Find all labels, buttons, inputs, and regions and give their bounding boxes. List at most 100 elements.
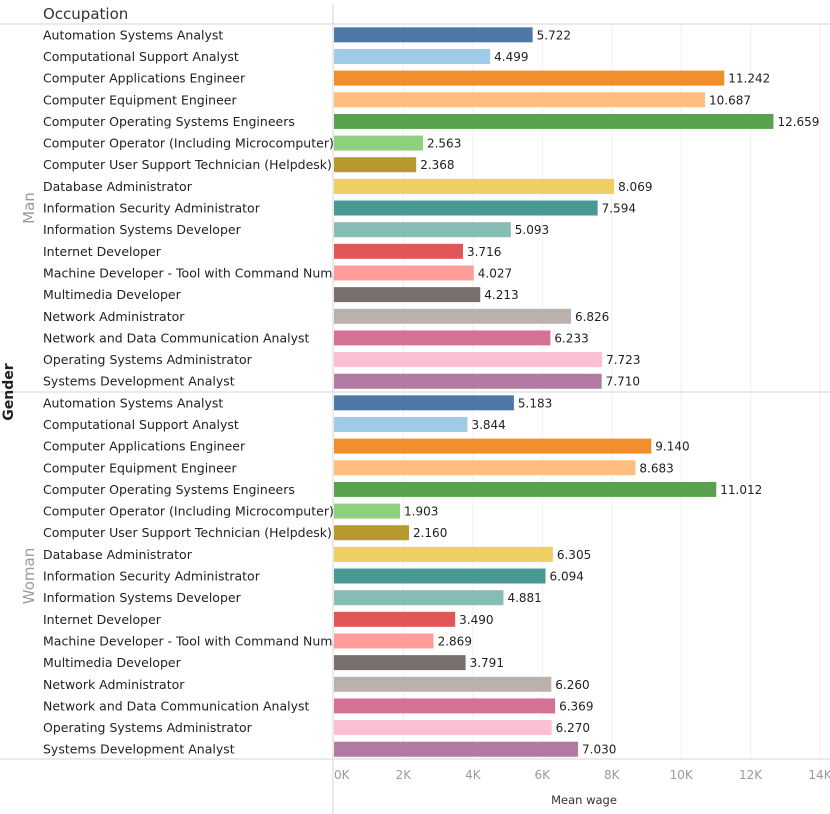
bar	[334, 308, 571, 324]
value-label: 12.659	[777, 115, 819, 129]
category-label: Database Administrator	[43, 547, 193, 562]
bar	[334, 330, 551, 346]
bar	[334, 48, 491, 64]
value-label: 2.368	[420, 158, 454, 172]
row-header: Occupation	[43, 5, 128, 23]
value-label: 3.490	[459, 613, 493, 627]
value-label: 3.791	[470, 656, 504, 670]
x-tick-label: 8K	[604, 768, 621, 782]
x-tick-label: 4K	[465, 768, 482, 782]
category-label: Internet Developer	[43, 244, 162, 259]
category-label: Computer Equipment Engineer	[43, 460, 237, 475]
bar	[334, 676, 552, 692]
value-label: 7.594	[602, 202, 636, 216]
x-tick-label: 2K	[396, 768, 413, 782]
x-axis: 0K 2K 4K 6K 8K 10K 12K 14K	[334, 768, 830, 782]
bars	[334, 27, 774, 757]
value-label: 6.260	[555, 678, 589, 692]
bar	[334, 200, 598, 216]
bar	[334, 655, 466, 671]
category-label: Operating Systems Administrator	[43, 352, 253, 367]
category-label: Network Administrator	[43, 309, 185, 324]
category-label: Computer User Support Technician (Helpde…	[43, 157, 332, 172]
value-label: 3.716	[467, 245, 501, 259]
category-label: Network and Data Communication Analyst	[43, 330, 309, 345]
value-label: 2.869	[438, 634, 472, 648]
category-label: Computational Support Analyst	[43, 417, 239, 432]
bar	[334, 265, 474, 281]
bar	[334, 525, 409, 541]
bar	[334, 503, 401, 519]
bar	[334, 113, 774, 129]
bar	[334, 633, 434, 649]
bar	[334, 352, 603, 368]
x-tick-label: 12K	[739, 768, 763, 782]
bar	[334, 178, 615, 194]
value-label: 5.722	[537, 28, 571, 42]
category-label: Computer Equipment Engineer	[43, 92, 237, 107]
category-label: Operating Systems Administrator	[43, 720, 253, 735]
category-label: Systems Development Analyst	[43, 742, 235, 757]
group-label: Man	[20, 192, 38, 224]
category-label: Database Administrator	[43, 179, 193, 194]
category-label: Automation Systems Analyst	[43, 27, 223, 42]
category-label: Automation Systems Analyst	[43, 395, 223, 410]
bar	[334, 27, 533, 43]
bar	[334, 720, 552, 736]
value-label: 5.183	[518, 396, 552, 410]
category-label: Machine Developer - Tool with Command Nu…	[43, 633, 336, 648]
value-label: 6.094	[550, 570, 584, 584]
bar	[334, 438, 652, 454]
bar	[334, 741, 579, 757]
category-label: Information Systems Developer	[43, 590, 242, 605]
value-label: 11.242	[728, 72, 770, 86]
bar	[334, 395, 514, 411]
category-label: Multimedia Developer	[43, 655, 182, 670]
value-label: 7.030	[582, 743, 616, 757]
category-label: Computer Applications Engineer	[43, 71, 246, 86]
bar	[334, 243, 463, 259]
bar	[334, 460, 636, 476]
category-label: Network Administrator	[43, 677, 185, 692]
x-tick-label: 0K	[334, 768, 351, 782]
bar	[334, 287, 481, 303]
category-label: Computational Support Analyst	[43, 49, 239, 64]
category-label: Information Security Administrator	[43, 569, 261, 584]
bar	[334, 481, 717, 497]
gender-header: Gender	[1, 363, 17, 420]
bar	[334, 222, 511, 238]
category-label: Internet Developer	[43, 612, 162, 627]
category-label: Machine Developer - Tool with Command Nu…	[43, 265, 336, 280]
category-label: Network and Data Communication Analyst	[43, 698, 309, 713]
bar	[334, 416, 468, 432]
value-label: 6.305	[557, 548, 591, 562]
category-label: Multimedia Developer	[43, 287, 182, 302]
bar	[334, 373, 602, 389]
value-label: 5.093	[515, 223, 549, 237]
x-tick-label: 10K	[670, 768, 694, 782]
value-label: 8.069	[618, 180, 652, 194]
value-labels: 5.722 4.499 11.242 10.687 12.659 2.563 2.368 8.…	[404, 28, 819, 756]
value-label: 1.903	[404, 505, 438, 519]
value-label: 3.844	[471, 418, 505, 432]
bar	[334, 698, 556, 714]
value-label: 4.881	[507, 591, 541, 605]
bar	[334, 135, 423, 151]
value-label: 8.683	[639, 461, 673, 475]
x-tick-label: 6K	[535, 768, 552, 782]
value-label: 7.723	[606, 353, 640, 367]
category-label: Information Systems Developer	[43, 222, 242, 237]
value-label: 2.563	[427, 137, 461, 151]
bar	[334, 70, 725, 86]
bar	[334, 590, 504, 606]
category-label: Information Security Administrator	[43, 201, 261, 216]
x-tick-label: 14K	[808, 768, 830, 782]
value-label: 7.710	[606, 375, 640, 389]
bar	[334, 92, 705, 108]
category-label: Computer Operating Systems Engineers	[43, 482, 295, 497]
value-label: 11.012	[720, 483, 762, 497]
bar	[334, 611, 456, 627]
value-label: 4.213	[484, 288, 518, 302]
value-label: 2.160	[413, 526, 447, 540]
